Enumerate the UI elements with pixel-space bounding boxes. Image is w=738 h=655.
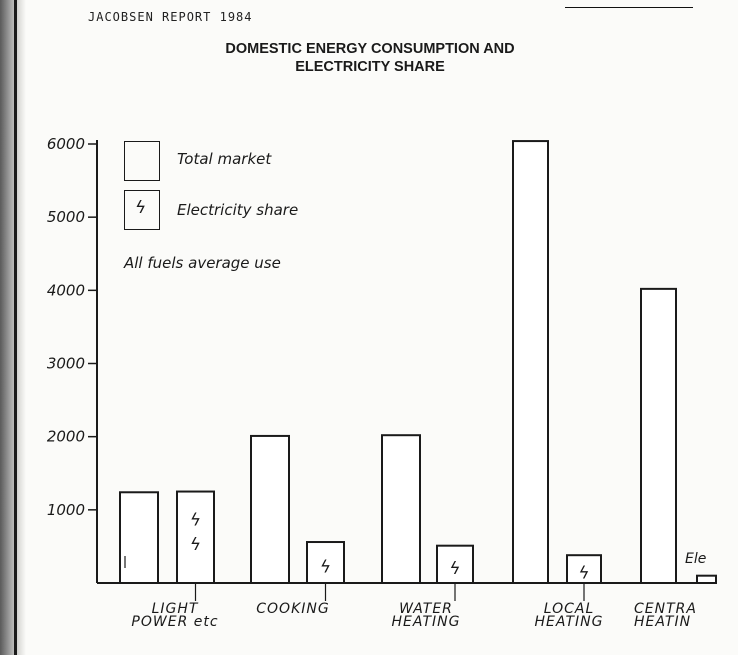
y-tick-label: 5000 [47,208,85,226]
bar-total-3 [512,140,549,584]
y-tick-label: 6000 [47,135,85,153]
legend-swatch-total [124,141,160,181]
legend-swatch-electricity: ϟ [124,190,160,230]
lightning-icon: ϟ [190,535,201,555]
chart-note: All fuels average use [124,254,281,272]
scan-edge [0,0,26,655]
chart-title: DOMESTIC ENERGY CONSUMPTION AND ELECTRIC… [150,40,590,76]
y-tick-label: 1000 [47,501,85,519]
y-tick-label: 3000 [47,355,85,373]
legend-label-total: Total market [177,150,272,168]
bar-total-0 [119,491,159,585]
lightning-icon: ϟ [135,198,147,218]
lightning-icon: ϟ [320,558,331,578]
bar-total-2 [381,434,421,584]
top-rule [565,7,693,8]
chart-title-line-1: DOMESTIC ENERGY CONSUMPTION AND [225,41,515,57]
bar-total-1 [250,434,290,584]
chart-title-line-2: ELECTRICITY SHARE [295,59,445,75]
y-tick-label: 2000 [47,428,85,446]
bar-electricity-4 [696,574,717,585]
y-tick-label: 4000 [47,281,85,299]
category-label-water-heating: WATER HEATING [391,601,461,630]
category-label-light: LIGHT POWER etc [131,601,219,630]
bar-electricity-0 [176,490,215,584]
lightning-icon: ϟ [449,559,460,579]
category-label-local-heating: LOCAL HEATING [534,601,604,630]
lightning-icon: ϟ [190,511,201,531]
bar-total-4 [640,287,677,584]
category-label-central-heating: CENTRA HEATIN [634,601,697,630]
lightning-icon: ϟ [578,563,589,583]
legend-label-electricity: Electricity share [177,201,299,219]
bar-electricity-2 [436,544,474,584]
scan-binding-line [14,0,17,655]
category-label-cooking: COOKING [256,601,330,617]
partial-series-label: Ele [685,551,707,567]
document-header: JACOBSEN REPORT 1984 [88,10,253,24]
